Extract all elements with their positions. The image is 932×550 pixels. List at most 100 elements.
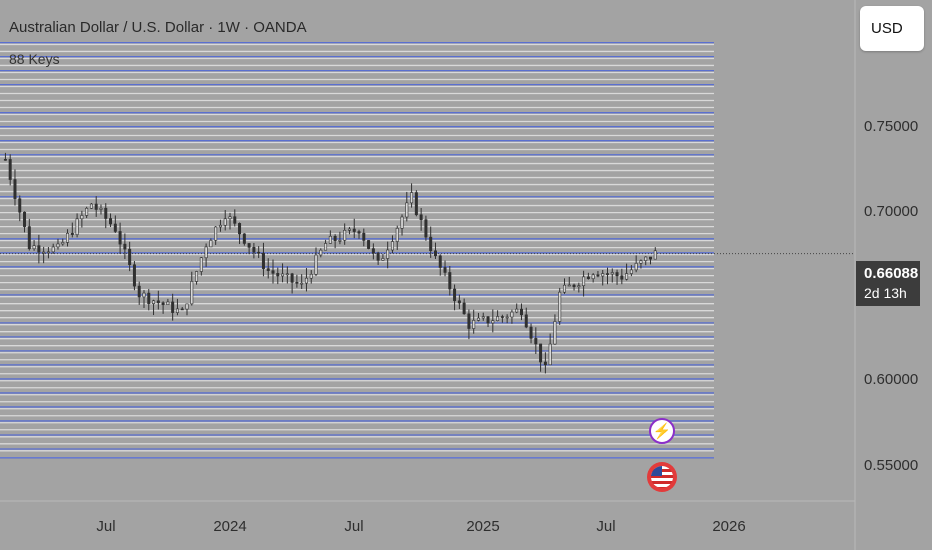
candle [161, 301, 165, 314]
candle [582, 270, 586, 297]
candle [257, 246, 261, 259]
candle [56, 238, 60, 250]
candle-body [586, 276, 590, 279]
candle-body [13, 179, 17, 200]
candle [80, 210, 84, 228]
candle [285, 266, 289, 284]
candle [519, 303, 523, 321]
y-tick-label: 0.55000 [864, 457, 919, 474]
candle-body [261, 252, 265, 269]
candle-body [620, 275, 624, 280]
candle-body [204, 246, 208, 259]
candle [362, 228, 366, 247]
candle [109, 213, 113, 228]
candle-body [247, 243, 251, 248]
candle [3, 152, 7, 161]
candle-body [572, 284, 576, 288]
candle [534, 327, 538, 355]
candle-body [472, 320, 476, 329]
candle [376, 251, 380, 265]
candle [27, 218, 31, 251]
candle [123, 233, 127, 260]
candle-body [228, 216, 232, 220]
candle [386, 241, 390, 269]
candle-body [51, 246, 55, 253]
candle-body [438, 255, 442, 268]
candle-body [543, 361, 547, 366]
candle [204, 243, 208, 267]
candle-body [199, 257, 203, 272]
candle [314, 247, 318, 277]
candle [505, 314, 509, 324]
candle [405, 191, 409, 222]
candle-body [252, 247, 256, 253]
y-tick-label: 0.75000 [864, 118, 919, 135]
candle-body [42, 251, 46, 254]
candle-body [70, 232, 74, 235]
candle-body [591, 274, 595, 279]
candle-body [175, 308, 179, 313]
candle-body [46, 251, 50, 254]
candle-body [634, 263, 638, 271]
candle-body [66, 232, 70, 243]
candle [586, 272, 590, 280]
candle-body [171, 301, 175, 313]
x-tick-label: Jul [596, 518, 616, 535]
candle [209, 238, 213, 248]
candle [214, 226, 218, 245]
candle-body [166, 301, 170, 306]
candle [32, 240, 36, 251]
candle [261, 242, 265, 277]
candle-body [558, 291, 562, 322]
candle [85, 206, 89, 219]
candle [37, 234, 41, 264]
candle [562, 278, 566, 294]
candle-body [89, 203, 93, 209]
candle-body [304, 277, 308, 284]
candle-body [486, 316, 490, 324]
candle [13, 169, 17, 206]
candle [276, 267, 280, 285]
candle-body [37, 245, 41, 253]
candle-body [648, 256, 652, 260]
candle-body [85, 207, 89, 216]
indicator-label: 88 Keys [9, 51, 60, 67]
candle-body [448, 272, 452, 290]
lightning-icon[interactable]: ⚡ [649, 418, 675, 444]
candle-body [185, 303, 189, 310]
candle-body [137, 285, 141, 298]
candle-body [257, 251, 261, 254]
candle-body [324, 243, 328, 251]
candle [472, 309, 476, 334]
candle [390, 235, 394, 254]
candle [500, 314, 504, 323]
candle-body [128, 248, 132, 266]
candle [453, 284, 457, 311]
candle-body [118, 231, 122, 245]
candle [70, 222, 74, 238]
candle-body [400, 216, 404, 229]
x-tick-label: Jul [344, 518, 364, 535]
candle [644, 256, 648, 266]
candle [147, 288, 151, 311]
candle [319, 248, 323, 258]
candle-body [519, 308, 523, 316]
candle-body [295, 282, 299, 284]
candle-body [476, 317, 480, 321]
candle-body [161, 302, 165, 306]
candle-body [99, 207, 103, 210]
candle [247, 243, 251, 255]
candle [185, 303, 189, 316]
candle [567, 276, 571, 287]
currency-button[interactable]: USD [860, 6, 924, 51]
candle [304, 268, 308, 292]
candle-body [601, 273, 605, 277]
candle [467, 309, 471, 340]
candle-body [338, 239, 342, 242]
candle-body [104, 207, 108, 219]
candle-body [500, 316, 504, 318]
candle [271, 259, 275, 284]
candle-body [281, 273, 285, 277]
us-flag-icon[interactable] [647, 462, 677, 492]
